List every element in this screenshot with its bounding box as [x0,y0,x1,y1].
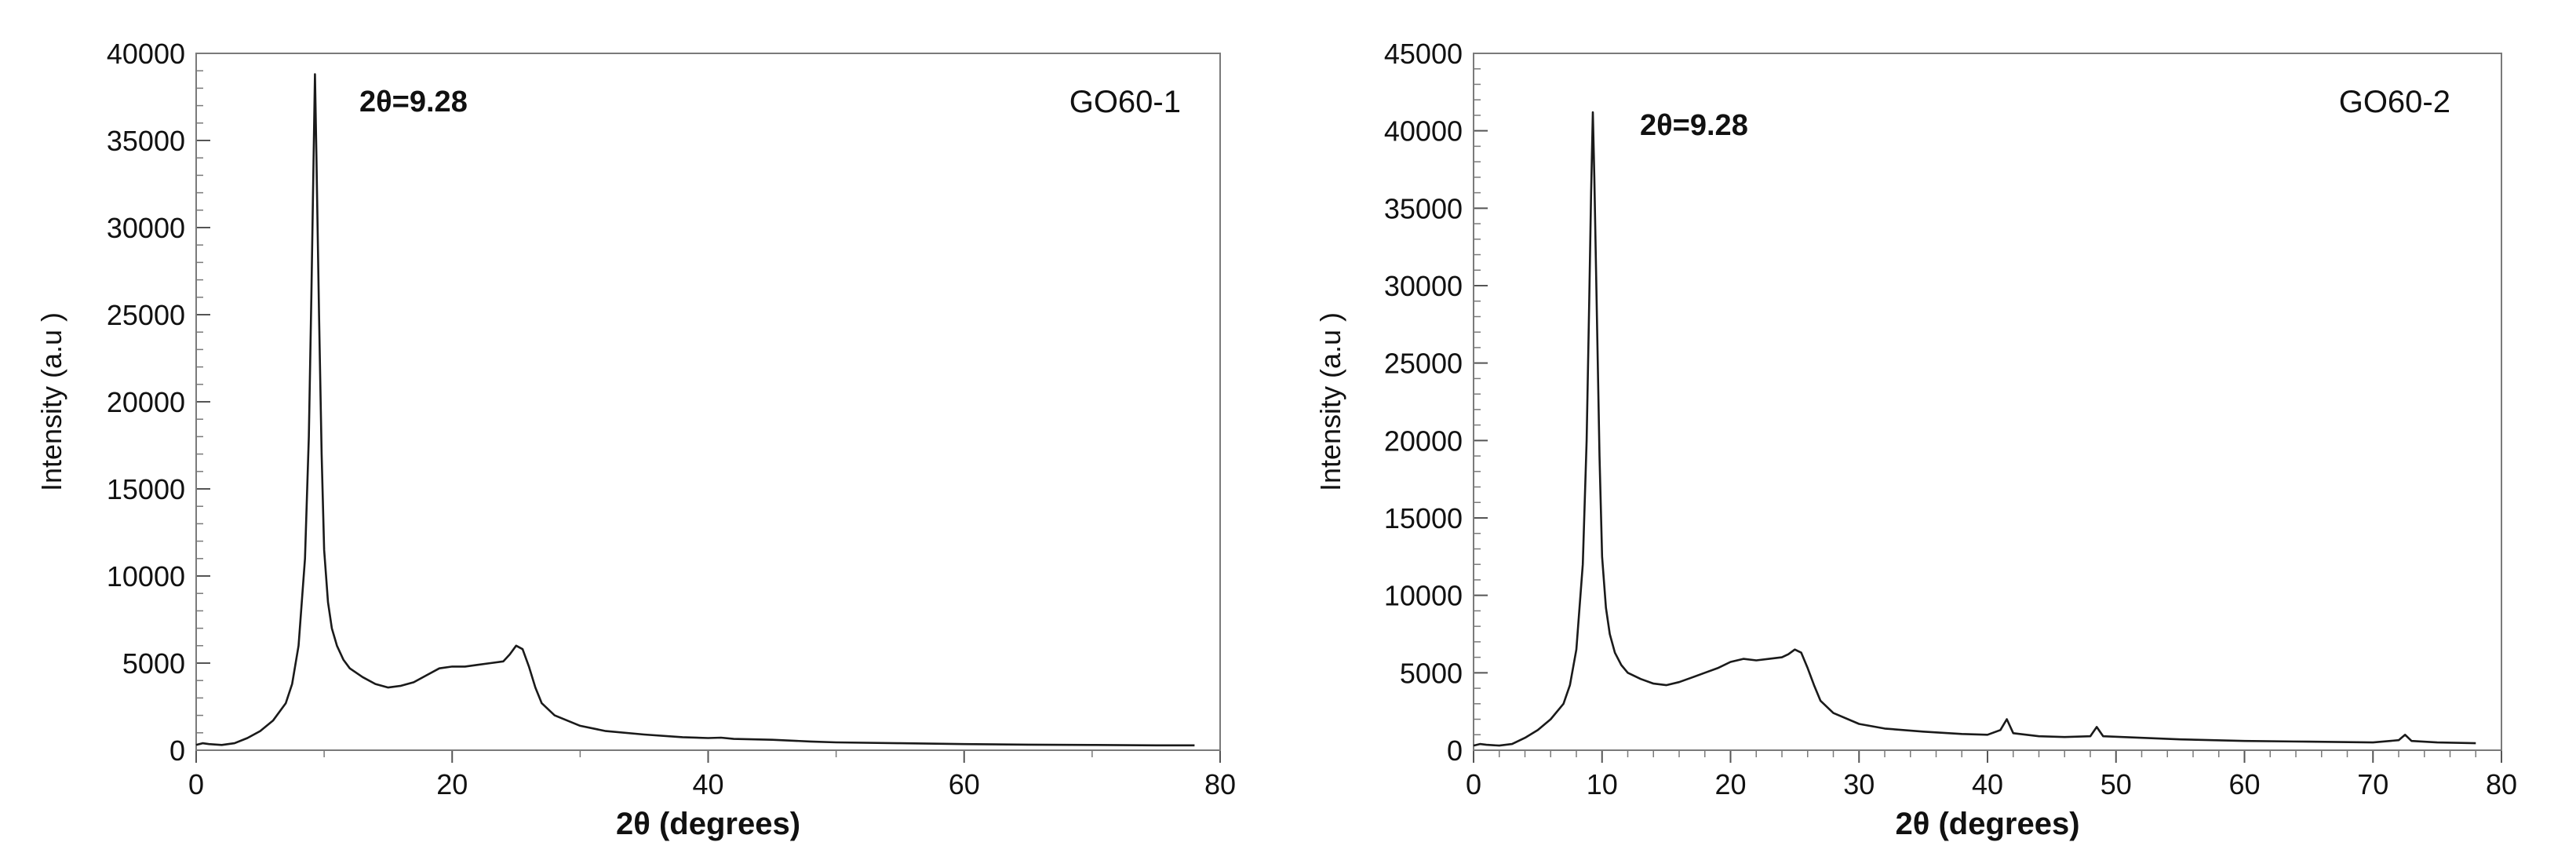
x-axis-ticks: 0 20 40 60 80 [188,750,1236,800]
x-tick-label: 30 [1843,768,1875,800]
y-tick-label: 20000 [107,386,185,418]
series-line [1473,111,2476,747]
y-axis-title: Intensity (a.u ) [1314,312,1346,491]
y-tick-label: 0 [1447,735,1463,767]
y-tick-label: 15000 [1384,502,1463,534]
plot-frame [195,53,1221,751]
y-axis-ticks: 0 5000 10000 15000 20000 25000 30000 35000 40000… [1384,38,1488,767]
x-tick-label: 60 [949,768,980,800]
y-tick-label: 25000 [107,299,185,331]
y-tick-label: 25000 [1384,348,1463,380]
y-tick-label: 35000 [107,125,185,157]
y-tick-label: 10000 [107,560,185,592]
y-tick-label: 40000 [107,38,185,70]
y-axis-ticks: 0 5000 10000 15000 20000 25000 30000 35000 40000 [107,38,210,767]
y-tick-label: 5000 [122,647,185,680]
y-axis-title: Intensity (a.u ) [35,312,67,491]
y-tick-label: 40000 [1384,115,1463,148]
peak-annotation: 2θ=9.28 [359,86,468,118]
x-tick-label: 0 [1466,768,1481,800]
x-tick-label: 60 [2228,768,2260,800]
x-tick-label: 80 [1204,768,1236,800]
y-tick-label: 30000 [1384,270,1463,302]
series-line [195,73,1195,747]
x-tick-label: 10 [1587,768,1618,800]
y-tick-label: 30000 [107,212,185,244]
y-tick-label: 20000 [1384,425,1463,457]
sample-label: GO60-1 [1069,85,1181,119]
y-tick-label: 10000 [1384,580,1463,612]
y-tick-label: 15000 [107,473,185,505]
x-tick-label: 50 [2101,768,2132,800]
x-axis-ticks: 0 10 20 30 40 50 60 70 80 [1466,750,2517,800]
x-tick-label: 20 [436,768,468,800]
x-tick-label: 20 [1714,768,1746,800]
chart-panel-go60-1: 0 5000 10000 15000 20000 25000 30000 35000 40000… [35,38,1236,841]
chart-panel-go60-2: 0 5000 10000 15000 20000 25000 30000 35000 40000… [1314,38,2517,841]
x-tick-label: 40 [1972,768,2003,800]
peak-annotation: 2θ=9.28 [1640,109,1748,142]
y-tick-label: 45000 [1384,38,1463,70]
x-axis-title: 2θ (degrees) [1895,807,2079,841]
y-tick-label: 35000 [1384,192,1463,224]
x-tick-label: 0 [188,768,204,800]
x-tick-label: 40 [692,768,723,800]
x-axis-title: 2θ (degrees) [616,807,800,841]
y-tick-label: 5000 [1400,657,1463,689]
plot-frame [1473,53,2502,751]
sample-label: GO60-2 [2339,85,2450,119]
x-tick-label: 70 [2357,768,2388,800]
y-tick-label: 0 [169,735,185,767]
x-tick-label: 80 [2486,768,2517,800]
